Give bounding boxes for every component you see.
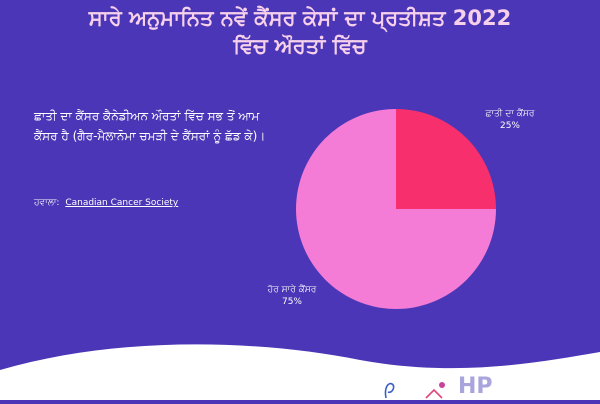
partner-logos: HP xyxy=(380,374,520,400)
slice-label-breast-cancer-name: ਛਾਤੀ ਦਾ ਕੈਂਸਰ xyxy=(485,109,535,119)
chart-title-line2: ਵਿੱਚ ਔਰਤਾਂ ਵਿੱਚ xyxy=(233,34,367,58)
bottom-wave-decoration xyxy=(0,344,600,400)
logo-graphics xyxy=(384,382,445,399)
figure-logo-icon xyxy=(439,382,445,388)
pie-slice-other-cancers xyxy=(296,109,496,309)
description-text: ਛਾਤੀ ਦਾ ਕੈਂਸਰ ਕੈਨੇਡੀਅਨ ਔਰਤਾਂ ਵਿੱਚ ਸਭ ਤੋਂ… xyxy=(34,109,266,143)
wave-shape xyxy=(0,344,600,400)
source-line: ਹਵਾਲਾ: Canadian Cancer Society xyxy=(34,198,178,208)
house-logo-icon xyxy=(425,388,443,399)
slice-label-breast-cancer: ਛਾਤੀ ਦਾ ਕੈਂਸਰ 25% xyxy=(470,108,550,132)
source-label: ਹਵਾਲਾ: xyxy=(34,198,60,208)
slice-label-other-cancers: ਹੋਰ ਸਾਰੇ ਕੈਂਸਰ 75% xyxy=(252,284,332,308)
pie-slice-breast-cancer xyxy=(396,109,496,209)
slice-label-other-cancers-name: ਹੋਰ ਸਾਰੇ ਕੈਂਸਰ xyxy=(267,285,317,295)
ribbon-logo-icon xyxy=(384,382,395,399)
source-link[interactable]: Canadian Cancer Society xyxy=(65,198,179,208)
slice-label-breast-cancer-value: 25% xyxy=(499,121,520,131)
hp-logo-text: HP xyxy=(458,374,493,399)
chart-title-line1: ਸਾਰੇ ਅਨੁਮਾਨਿਤ ਨਵੇਂ ਕੈਂਸਰ ਕੇਸਾਂ ਦਾ ਪ੍ਰਤੀਸ… xyxy=(88,6,512,30)
slice-label-other-cancers-value: 75% xyxy=(281,297,302,307)
